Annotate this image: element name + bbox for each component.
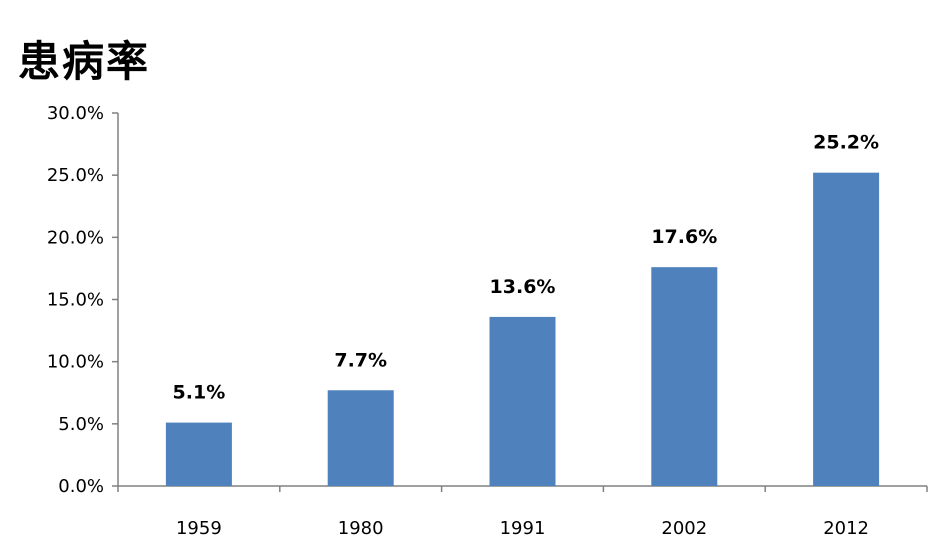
x-tick-label-1980: 1980 <box>338 518 384 539</box>
x-tick-label-2012: 2012 <box>823 518 869 539</box>
x-axis: 1959 1980 1991 2002 2012 <box>117 485 928 539</box>
data-label-1980: 7.7% <box>334 349 387 371</box>
bar-2002 <box>651 267 718 486</box>
data-label-2012: 25.2% <box>813 132 879 154</box>
y-tick-label: 5.0% <box>58 414 104 435</box>
chart-title: 患病率 <box>18 37 151 86</box>
x-tick-label-2002: 2002 <box>661 518 707 539</box>
data-label-1991: 13.6% <box>490 276 556 298</box>
y-tick-label: 10.0% <box>47 352 104 373</box>
bars <box>165 172 880 486</box>
x-tick-label-1959: 1959 <box>176 518 222 539</box>
bar-1980 <box>327 390 394 486</box>
bar-1991 <box>489 316 556 486</box>
x-tick-label-1991: 1991 <box>500 518 546 539</box>
y-tick-label: 25.0% <box>47 165 104 186</box>
y-tick-label: 30.0% <box>47 103 104 124</box>
bar-1959 <box>165 422 232 486</box>
y-tick-label: 0.0% <box>58 476 104 497</box>
y-tick-label: 15.0% <box>47 290 104 311</box>
data-labels: 5.1% 7.7% 13.6% 17.6% 25.2% <box>173 132 880 404</box>
data-label-2002: 17.6% <box>651 226 717 248</box>
y-tick-label: 20.0% <box>47 227 104 248</box>
bar-2012 <box>813 172 880 486</box>
data-label-1959: 5.1% <box>173 382 226 404</box>
y-axis: 0.0% 5.0% 10.0% 15.0% 20.0% 25.0% 30.0% <box>47 103 119 497</box>
